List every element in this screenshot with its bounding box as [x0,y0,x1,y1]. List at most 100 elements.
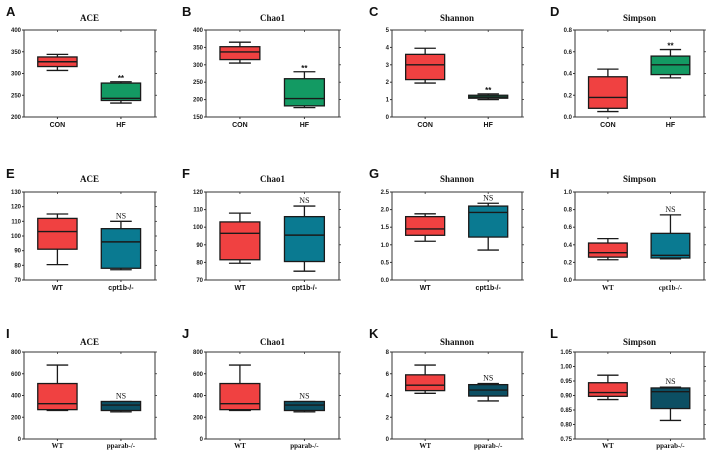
box-iqr [219,382,261,411]
y-tick-label: 80 [14,263,21,269]
box-pparab- [283,400,326,413]
box-iqr [100,82,142,102]
y-tick-label: 600 [193,372,204,378]
panel-e: E ACE 70 80 90 100 110 120 130 WT cpt1b-/- NS [6,166,157,292]
y-tick-label: 800 [193,350,204,356]
panel-title: Shannon [440,13,474,23]
y-tick-label: 0.4 [564,243,573,249]
y-tick-label: 1 [386,98,390,104]
y-tick-label: 0.75 [560,437,572,443]
y-tick-label: 150 [193,115,204,121]
box-iqr [283,215,326,263]
significance-label: NS [116,211,126,220]
panel-letter: H [550,166,559,181]
significance-label: NS [299,391,309,400]
y-tick-label: 0 [386,437,390,443]
panel-letter: D [550,4,559,19]
y-tick-label: 1.0 [381,243,390,249]
significance-label: NS [299,196,309,205]
box-hf [468,93,509,101]
y-tick-label: 250 [11,93,22,99]
y-tick-label: 110 [11,219,21,225]
y-tick-label: 400 [193,394,204,400]
x-category-label: WT [420,285,432,292]
box-wt [404,213,446,242]
x-category-label: pparab-/- [656,442,685,450]
panel-title: Shannon [440,337,474,347]
box-wt [404,364,446,394]
y-tick-label: 3 [386,63,390,69]
y-tick-label: 0.90 [560,394,572,400]
y-tick-label: 0.85 [560,408,572,414]
box-iqr [650,387,691,410]
plot-frame [391,29,523,118]
panel-j: J Chao1 0 200 400 600 800 WT pparab-/- NS [182,326,341,450]
panel-letter: I [6,326,10,341]
x-category-label: pparab-/- [107,442,136,450]
significance-label: NS [665,377,675,386]
y-tick-label: 0.2 [564,260,573,266]
y-tick-label: 250 [193,80,204,86]
box-iqr [37,382,78,411]
box-iqr [219,221,261,261]
box-hf [283,71,326,109]
y-tick-label: 600 [11,372,22,378]
box-con [404,47,446,84]
box-con [219,41,261,64]
panel-d: D Simpson 0.0 0.2 0.4 0.6 0.8 CON HF ** [550,4,706,129]
y-tick-label: 2 [386,415,390,421]
y-tick-label: 0.5 [381,260,390,266]
y-tick-label: 100 [193,225,204,231]
y-tick-label: 0.0 [564,115,573,121]
box-wt [587,237,628,261]
y-tick-label: 1.0 [564,190,573,196]
box-iqr [587,382,628,398]
panel-letter: F [182,166,190,181]
y-tick-label: 100 [11,234,22,240]
box-con [587,68,628,113]
x-category-label: WT [52,285,64,292]
box-wt [37,213,78,266]
y-tick-label: 2.0 [381,208,390,214]
y-tick-label: 130 [11,190,22,196]
box-iqr [587,76,628,109]
panel-g: G Shannon 0.0 0.5 1.0 1.5 2.0 2.5 WT cpt1b-/- NS [369,166,524,292]
x-category-label: HF [484,122,494,129]
significance-label: NS [116,391,126,400]
y-tick-label: 0.4 [564,72,573,78]
box-iqr [100,400,142,412]
box-iqr [37,217,78,250]
y-tick-label: 350 [11,50,22,56]
y-tick-label: 0.95 [560,379,572,385]
panel-letter: G [369,166,379,181]
x-category-label: WT [234,285,246,292]
y-tick-label: 200 [11,415,22,421]
significance-label: NS [483,374,493,383]
y-tick-label: 1.5 [381,225,390,231]
x-category-label: WT [602,284,614,292]
y-tick-label: 0.0 [564,278,573,284]
plot-frame [23,29,156,118]
y-tick-label: 70 [196,278,203,284]
y-tick-label: 0.8 [564,28,573,34]
panel-h: H Simpson 0.0 0.2 0.4 0.6 0.8 1.0 WT cpt1b-/- NS [550,166,706,292]
panel-letter: K [369,326,379,341]
x-category-label: CON [50,122,66,129]
box-hf [650,48,691,79]
significance-label: NS [665,205,675,214]
y-tick-label: 0.80 [560,423,572,429]
x-category-label: HF [116,122,126,129]
box-iqr [404,215,446,236]
x-category-label: cpt1b-/- [659,284,683,292]
y-tick-label: 400 [11,28,22,34]
box-wt [219,212,261,264]
box-pparab- [650,386,691,422]
panel-letter: B [182,4,191,19]
box-iqr [283,400,326,412]
x-category-label: WT [52,442,64,450]
x-category-label: CON [417,122,433,129]
box-iqr [650,232,691,259]
panel-title: ACE [80,13,99,23]
y-tick-label: 0.6 [564,50,573,56]
